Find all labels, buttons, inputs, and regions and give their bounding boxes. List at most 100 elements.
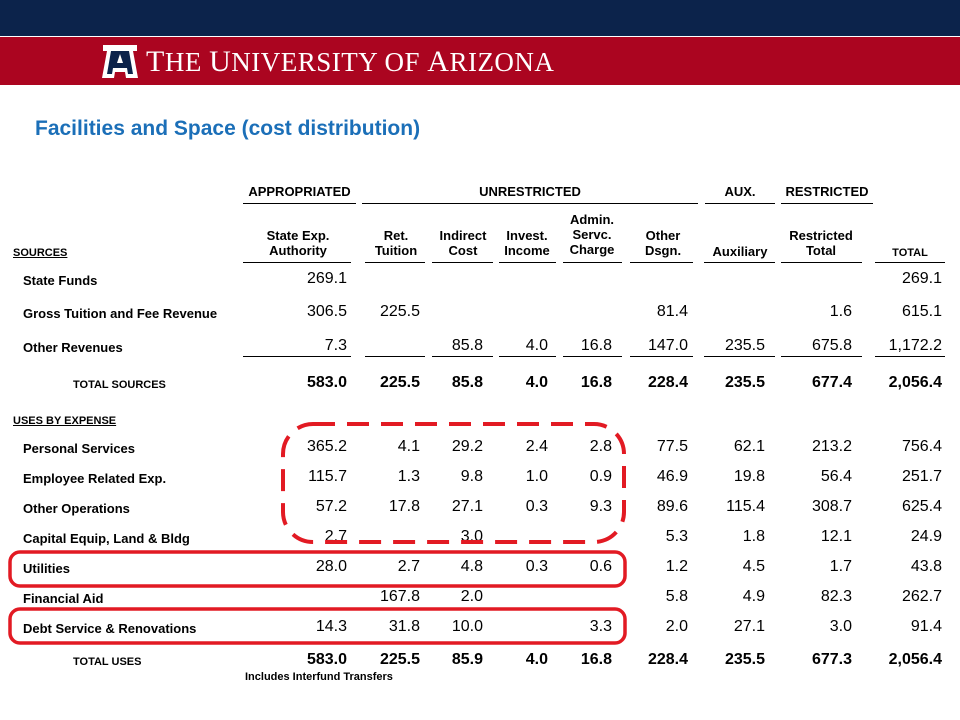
table-cell: 756.4 <box>901 438 942 455</box>
table-cell: 2,056.4 <box>888 651 942 668</box>
table-cell: 2.0 <box>665 618 688 635</box>
table-cell: 3.0 <box>829 618 852 635</box>
university-name-part: HE <box>164 47 210 77</box>
header-banner <box>0 37 960 85</box>
table-cell: 213.2 <box>811 438 852 455</box>
row-label: Debt Service & Renovations <box>23 621 197 636</box>
column-header-underline <box>781 262 862 263</box>
table-cell: 85.9 <box>451 651 483 668</box>
table-cell: 85.8 <box>451 374 483 391</box>
table-cell: 306.5 <box>306 303 347 320</box>
table-cell: 77.5 <box>656 438 688 455</box>
university-name-part: U <box>209 45 232 78</box>
total-rule-line <box>432 356 493 357</box>
table-cell: 27.1 <box>733 618 765 635</box>
university-name-part: A <box>427 45 450 78</box>
table-cell: 677.4 <box>811 374 852 391</box>
table-cell: 1.7 <box>829 558 852 575</box>
row-label: State Funds <box>23 273 98 288</box>
column-header-underline <box>243 262 351 263</box>
table-cell: 81.4 <box>656 303 688 320</box>
column-header: State Exp. Authority <box>266 228 330 258</box>
table-cell: 4.0 <box>525 374 548 391</box>
table-cell: 7.3 <box>324 337 347 354</box>
table-cell: 235.5 <box>724 374 765 391</box>
table-cell: 56.4 <box>820 468 852 485</box>
column-header-underline <box>365 262 425 263</box>
row-label: Financial Aid <box>23 591 104 606</box>
table-cell: 4.0 <box>525 337 548 354</box>
table-cell: 43.8 <box>910 558 942 575</box>
table-cell: 10.0 <box>451 618 483 635</box>
university-name: THE UNIVERSITY OF ARIZONA <box>146 46 554 78</box>
total-rule-line <box>243 356 351 357</box>
column-header-underline <box>499 262 556 263</box>
table-cell: 4.5 <box>742 558 765 575</box>
table-cell: 5.3 <box>665 528 688 545</box>
total-rule-line <box>704 356 775 357</box>
table-cell: 225.5 <box>379 303 420 320</box>
table-cell: 225.5 <box>379 651 420 668</box>
table-cell: 62.1 <box>733 438 765 455</box>
group-header-underline <box>243 203 356 204</box>
table-cell: 677.3 <box>811 651 852 668</box>
table-cell: 89.6 <box>656 498 688 515</box>
table-cell: 24.9 <box>910 528 942 545</box>
group-header: RESTRICTED <box>785 184 869 199</box>
row-label: Employee Related Exp. <box>23 471 167 486</box>
table-cell: 269.1 <box>901 270 942 287</box>
column-header-underline <box>875 262 945 263</box>
table-cell: 167.8 <box>379 588 420 605</box>
total-row-label: TOTAL SOURCES <box>73 379 166 391</box>
table-cell: 1.2 <box>665 558 688 575</box>
table-cell: 147.0 <box>647 337 688 354</box>
table-cell: 5.8 <box>665 588 688 605</box>
column-header-underline <box>704 262 775 263</box>
row-label: Other Operations <box>23 501 130 516</box>
table-cell: 225.5 <box>379 374 420 391</box>
group-header-underline <box>705 203 775 204</box>
column-header: Restricted Total <box>789 228 853 258</box>
column-header: TOTAL <box>892 247 928 259</box>
total-rule-line <box>875 356 945 357</box>
total-row-label: TOTAL USES <box>73 656 142 668</box>
group-header: APPROPRIATED <box>248 184 351 199</box>
table-cell: 2.7 <box>324 528 347 545</box>
table-cell: 85.8 <box>451 337 483 354</box>
group-header: AUX. <box>724 184 756 199</box>
table-cell: 251.7 <box>901 468 942 485</box>
university-name-part: NIVERSITY OF <box>231 47 428 77</box>
total-rule-line <box>630 356 693 357</box>
table-cell: 308.7 <box>811 498 852 515</box>
table-cell: 583.0 <box>306 374 347 391</box>
university-name-part: RIZONA <box>449 47 555 77</box>
table-cell: 3.0 <box>460 528 483 545</box>
column-header-underline <box>630 262 693 263</box>
table-cell: 12.1 <box>820 528 852 545</box>
row-label: Utilities <box>23 561 70 576</box>
column-header: Admin. Servc. Charge <box>569 212 615 257</box>
column-header-underline <box>563 262 622 263</box>
row-label: Personal Services <box>23 441 136 456</box>
column-header: Indirect Cost <box>439 228 487 258</box>
total-rule-line <box>563 356 622 357</box>
total-rule-line <box>499 356 556 357</box>
row-label: Gross Tuition and Fee Revenue <box>23 306 218 321</box>
table-cell: 19.8 <box>733 468 765 485</box>
table-cell: 16.8 <box>580 374 612 391</box>
column-header: Invest. Income <box>504 228 550 258</box>
table-cell: 269.1 <box>306 270 347 287</box>
column-header: Ret. Tuition <box>374 228 418 258</box>
table-cell: 235.5 <box>724 651 765 668</box>
university-a-logo-icon <box>100 42 140 82</box>
table-cell: 2.0 <box>460 588 483 605</box>
total-rule-line <box>781 356 862 357</box>
row-label: Capital Equip, Land & Bldg <box>23 531 190 546</box>
table-cell: 228.4 <box>647 651 688 668</box>
university-name-part: T <box>146 45 165 78</box>
table-cell: 675.8 <box>811 337 852 354</box>
section-label-sources: SOURCES <box>13 247 68 259</box>
table-cell: 625.4 <box>901 498 942 515</box>
table-cell: 91.4 <box>910 618 942 635</box>
